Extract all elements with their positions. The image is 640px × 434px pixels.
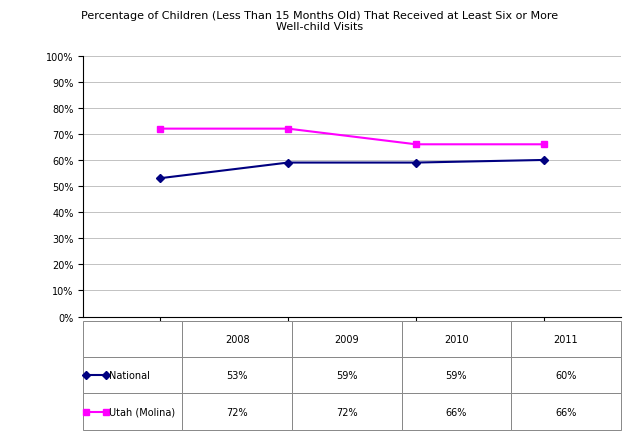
- Text: 66%: 66%: [445, 407, 467, 417]
- Text: 2009: 2009: [335, 334, 359, 344]
- Text: 59%: 59%: [445, 371, 467, 380]
- Text: 2010: 2010: [444, 334, 468, 344]
- Text: 2011: 2011: [554, 334, 579, 344]
- Text: 59%: 59%: [336, 371, 358, 380]
- Text: National: National: [109, 371, 150, 380]
- Text: 72%: 72%: [336, 407, 358, 417]
- Text: 60%: 60%: [556, 371, 577, 380]
- Text: 66%: 66%: [556, 407, 577, 417]
- Text: Utah (Molina): Utah (Molina): [109, 407, 175, 417]
- Text: 2008: 2008: [225, 334, 250, 344]
- Text: 72%: 72%: [227, 407, 248, 417]
- Text: 53%: 53%: [227, 371, 248, 380]
- Text: Percentage of Children (Less Than 15 Months Old) That Received at Least Six or M: Percentage of Children (Less Than 15 Mon…: [81, 11, 559, 33]
